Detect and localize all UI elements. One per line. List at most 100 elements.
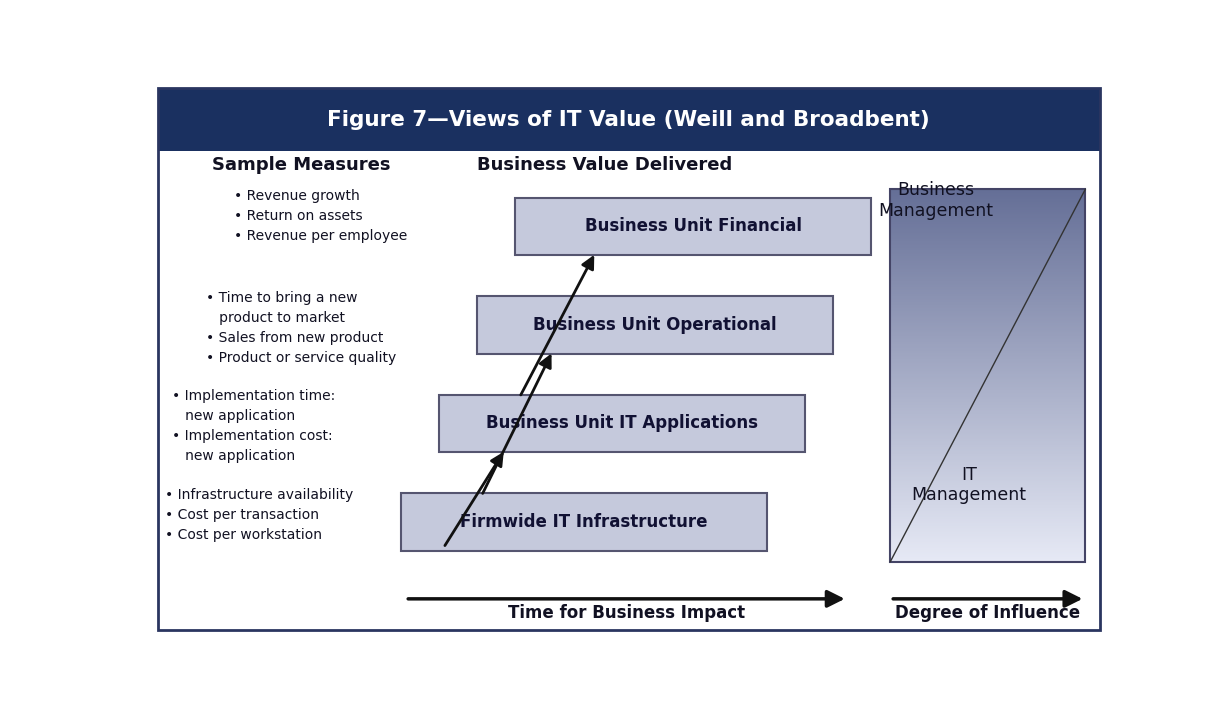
Bar bbox=[891, 292, 1085, 294]
Text: Sample Measures: Sample Measures bbox=[211, 156, 390, 173]
Bar bbox=[891, 390, 1085, 392]
Bar bbox=[891, 517, 1085, 518]
Bar bbox=[891, 262, 1085, 264]
Bar bbox=[891, 553, 1085, 554]
Bar bbox=[891, 215, 1085, 217]
Bar bbox=[891, 459, 1085, 460]
Bar bbox=[891, 218, 1085, 219]
Bar bbox=[891, 533, 1085, 535]
Bar bbox=[891, 362, 1085, 363]
Bar bbox=[891, 385, 1085, 387]
Bar bbox=[891, 384, 1085, 385]
Bar bbox=[891, 346, 1085, 347]
Bar bbox=[891, 360, 1085, 362]
Bar bbox=[891, 389, 1085, 390]
Bar bbox=[891, 560, 1085, 562]
Bar bbox=[891, 466, 1085, 467]
Bar bbox=[891, 347, 1085, 348]
Bar bbox=[891, 311, 1085, 312]
Bar bbox=[891, 291, 1085, 292]
Bar bbox=[891, 496, 1085, 497]
Bar bbox=[891, 239, 1085, 240]
Bar bbox=[891, 232, 1085, 234]
Bar bbox=[891, 321, 1085, 322]
Bar bbox=[891, 325, 1085, 326]
Bar bbox=[891, 189, 1085, 562]
Text: Firmwide IT Infrastructure: Firmwide IT Infrastructure bbox=[460, 513, 708, 531]
Bar bbox=[891, 198, 1085, 199]
Bar bbox=[891, 335, 1085, 336]
Text: • Time to bring a new
   product to market
• Sales from new product
• Product or: • Time to bring a new product to market … bbox=[206, 291, 396, 365]
Bar bbox=[891, 272, 1085, 274]
Bar bbox=[891, 327, 1085, 328]
Bar bbox=[891, 294, 1085, 295]
Bar bbox=[891, 549, 1085, 550]
Bar bbox=[891, 353, 1085, 354]
Bar bbox=[891, 354, 1085, 356]
Bar bbox=[891, 322, 1085, 324]
Bar bbox=[891, 397, 1085, 398]
Bar bbox=[891, 377, 1085, 378]
Bar bbox=[891, 548, 1085, 549]
Bar bbox=[891, 508, 1085, 510]
Bar bbox=[891, 486, 1085, 487]
Bar bbox=[891, 208, 1085, 209]
Bar bbox=[891, 224, 1085, 225]
Bar bbox=[891, 326, 1085, 327]
Bar bbox=[891, 455, 1085, 456]
Bar bbox=[891, 510, 1085, 512]
Bar bbox=[891, 369, 1085, 370]
Bar bbox=[891, 372, 1085, 373]
Bar bbox=[891, 274, 1085, 275]
Text: Degree of Influence: Degree of Influence bbox=[896, 604, 1081, 622]
Text: Business Unit Operational: Business Unit Operational bbox=[534, 316, 777, 334]
Bar bbox=[891, 271, 1085, 272]
Bar bbox=[891, 270, 1085, 271]
Bar bbox=[891, 374, 1085, 375]
Bar bbox=[891, 363, 1085, 364]
Bar bbox=[891, 290, 1085, 291]
Bar bbox=[891, 512, 1085, 513]
Bar bbox=[891, 250, 1085, 252]
Bar bbox=[891, 488, 1085, 490]
Bar bbox=[891, 490, 1085, 491]
Bar bbox=[891, 324, 1085, 325]
Bar bbox=[891, 213, 1085, 214]
Bar bbox=[891, 477, 1085, 479]
Bar bbox=[891, 339, 1085, 341]
Bar bbox=[891, 380, 1085, 382]
Bar bbox=[891, 530, 1085, 532]
Bar bbox=[891, 493, 1085, 495]
Bar bbox=[891, 267, 1085, 269]
Bar bbox=[891, 378, 1085, 379]
Bar bbox=[891, 449, 1085, 450]
Bar bbox=[891, 532, 1085, 533]
Bar bbox=[891, 220, 1085, 222]
Bar bbox=[891, 287, 1085, 289]
Bar bbox=[891, 379, 1085, 380]
Bar bbox=[891, 368, 1085, 369]
Bar bbox=[891, 394, 1085, 395]
Bar bbox=[891, 284, 1085, 285]
Bar bbox=[891, 217, 1085, 218]
Bar bbox=[891, 515, 1085, 517]
Bar bbox=[891, 319, 1085, 320]
Bar bbox=[891, 282, 1085, 284]
Bar bbox=[891, 265, 1085, 267]
Bar bbox=[891, 481, 1085, 482]
Bar bbox=[891, 192, 1085, 193]
Bar bbox=[891, 439, 1085, 440]
Bar bbox=[891, 358, 1085, 359]
Bar bbox=[891, 359, 1085, 360]
Bar bbox=[891, 201, 1085, 202]
Bar bbox=[891, 525, 1085, 527]
Bar bbox=[891, 544, 1085, 545]
Bar bbox=[891, 451, 1085, 452]
Bar bbox=[891, 395, 1085, 397]
Bar bbox=[891, 330, 1085, 331]
Bar bbox=[891, 558, 1085, 559]
Bar bbox=[891, 537, 1085, 538]
Bar bbox=[891, 518, 1085, 520]
Bar bbox=[891, 209, 1085, 210]
Bar bbox=[891, 249, 1085, 250]
